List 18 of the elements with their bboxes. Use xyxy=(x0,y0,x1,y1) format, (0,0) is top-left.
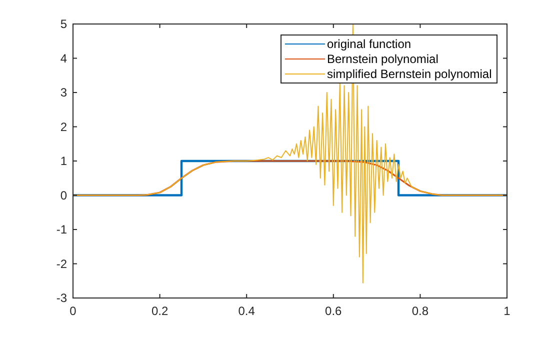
y-tick-label: -2 xyxy=(56,256,68,271)
y-tick-label: -3 xyxy=(56,291,68,305)
legend-label: simplified Bernstein polynomial xyxy=(327,67,492,81)
y-tick-label: 5 xyxy=(60,17,68,31)
x-tick-label: 0.8 xyxy=(412,304,429,318)
legend-label: original function xyxy=(327,37,412,51)
x-tick-label: 0 xyxy=(70,304,77,318)
y-tick-label: -1 xyxy=(56,222,68,236)
x-tick-label: 0.2 xyxy=(151,304,168,318)
y-tick-label: 1 xyxy=(60,154,68,168)
y-tick-label: 3 xyxy=(60,86,68,100)
x-tick-label: 1 xyxy=(504,304,511,318)
y-tick-label: 2 xyxy=(60,120,68,134)
y-tick-label: 4 xyxy=(60,51,68,66)
y-tick-label: 0 xyxy=(60,188,68,202)
x-tick-label: 0.6 xyxy=(325,304,342,318)
x-tick-label: 0.4 xyxy=(238,304,256,318)
legend-label: Bernstein polynomial xyxy=(327,52,438,66)
